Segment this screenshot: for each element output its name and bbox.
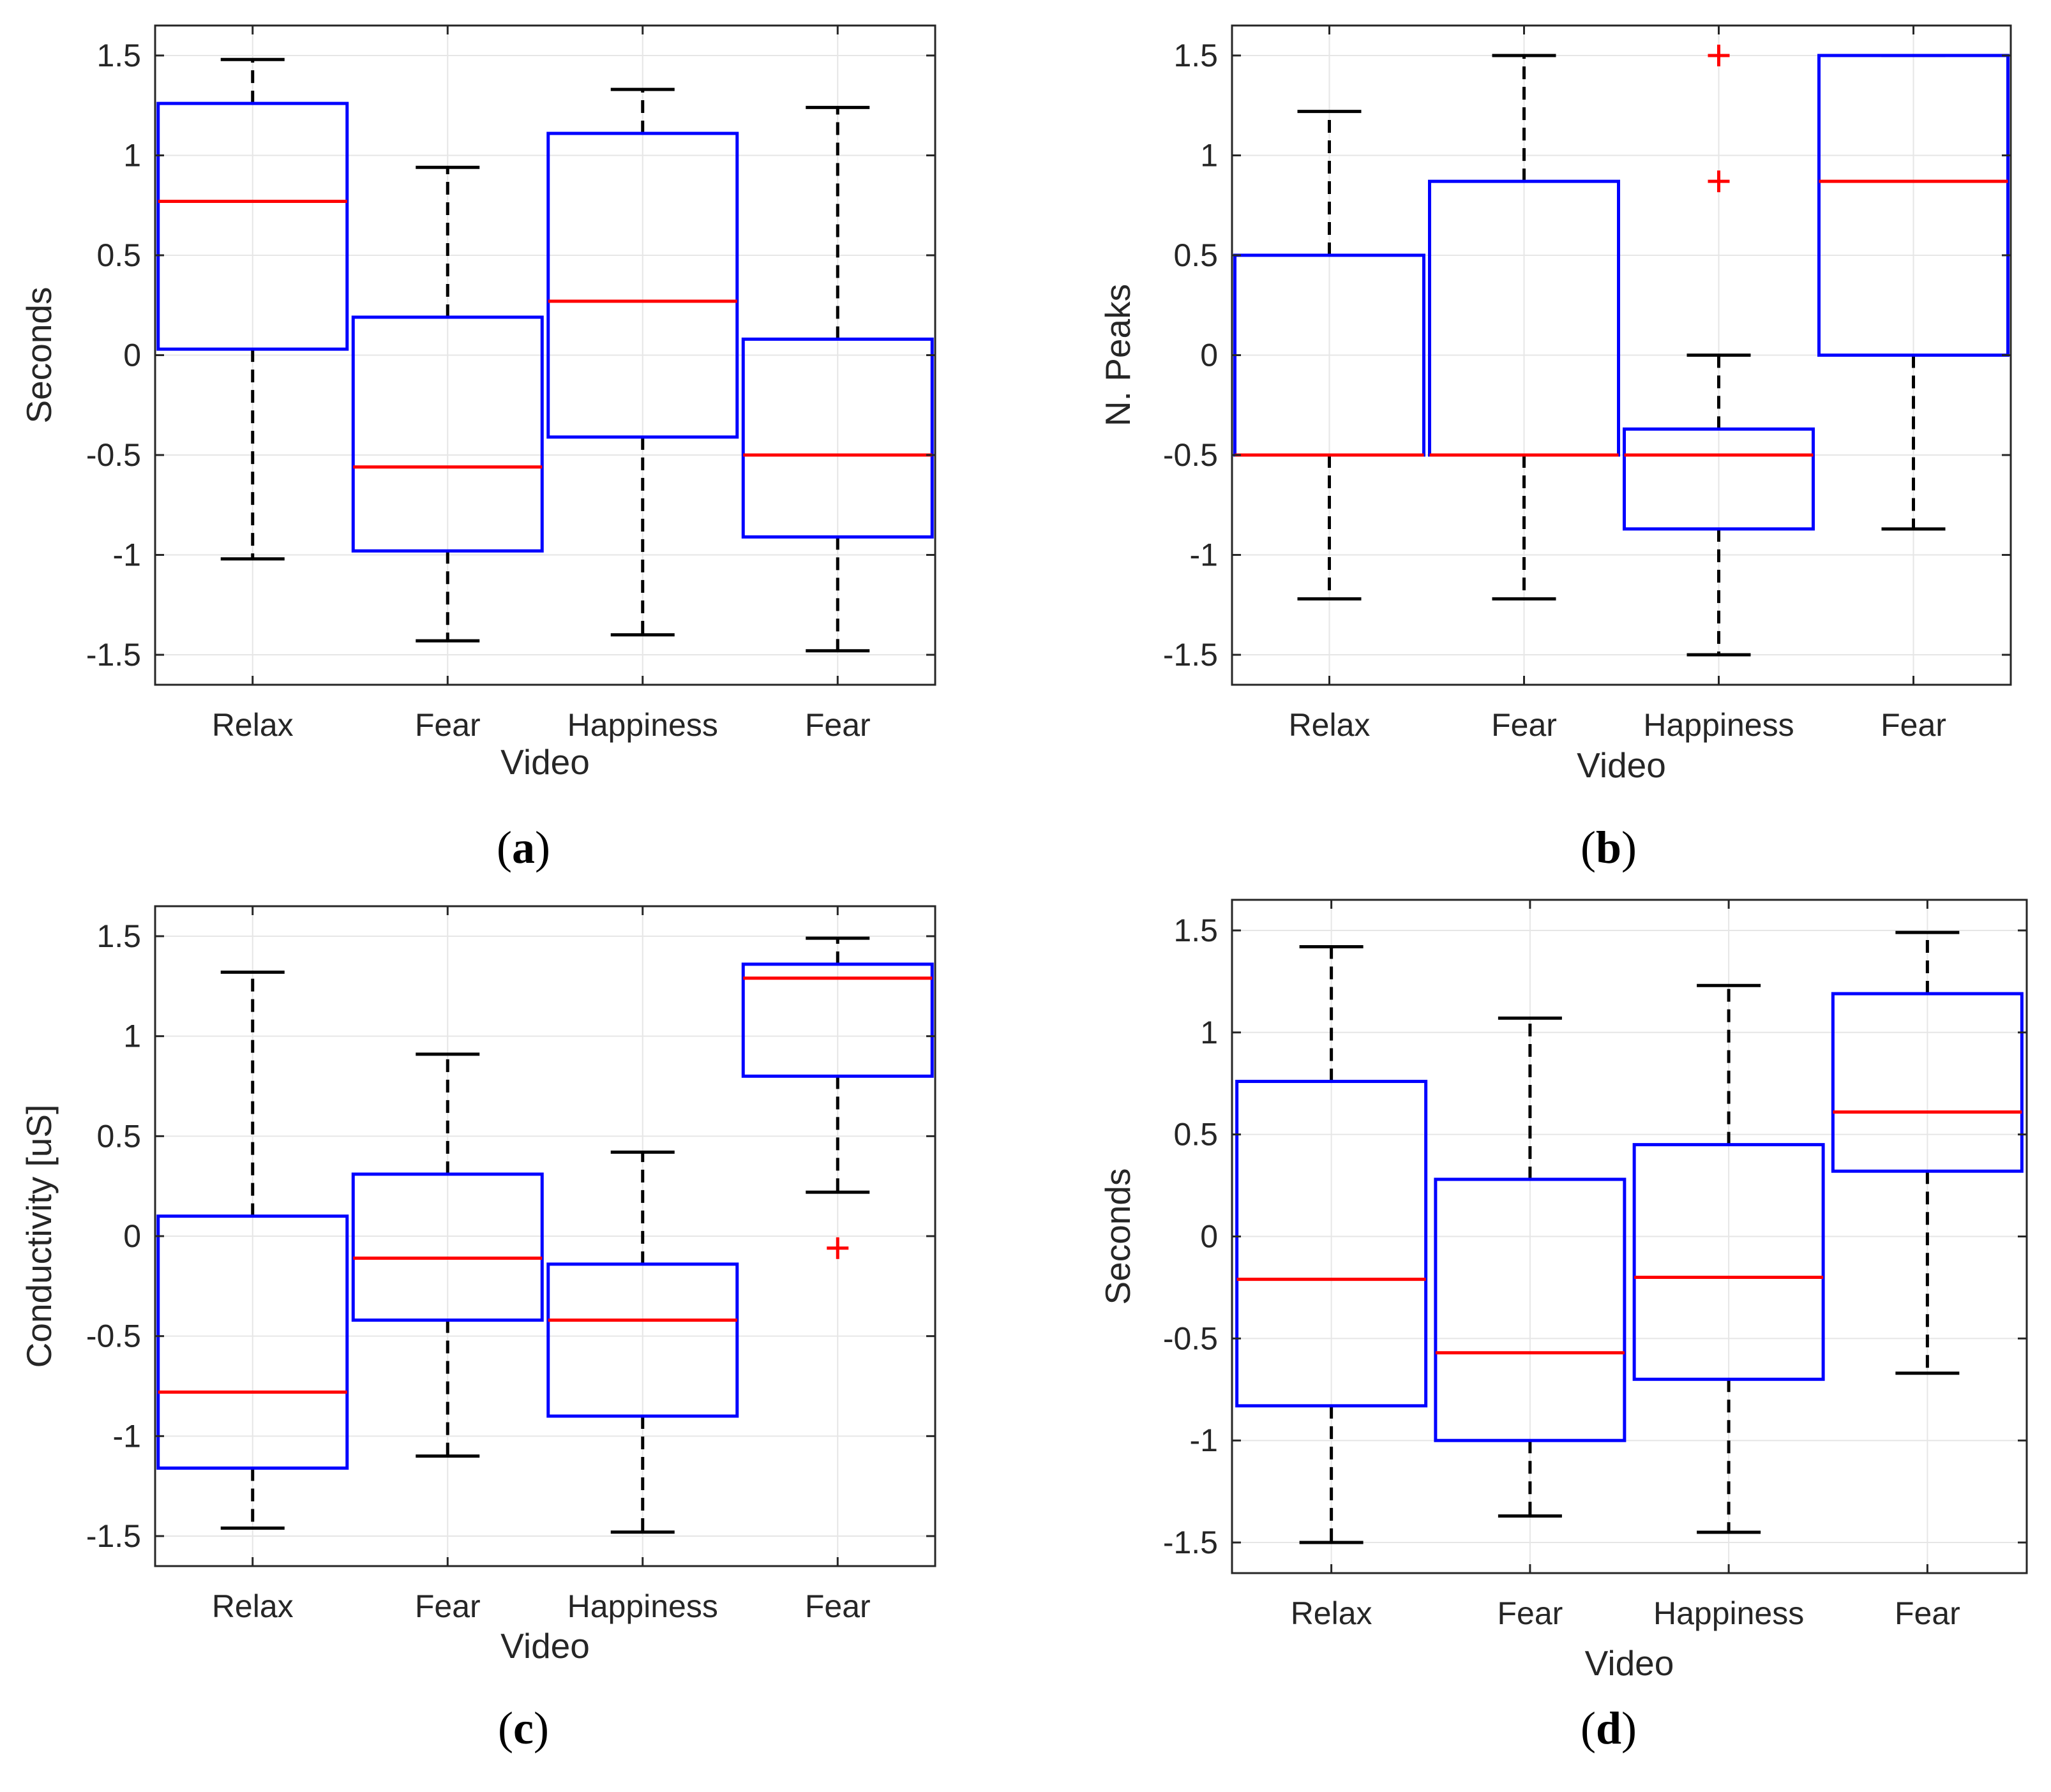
box-relax-0 bbox=[1235, 945, 1428, 1544]
x-tick-label: Fear bbox=[415, 1588, 481, 1624]
y-tick-label: 0 bbox=[1200, 1219, 1218, 1255]
x-tick-label: Happiness bbox=[567, 1588, 718, 1624]
iqr-box bbox=[156, 1214, 349, 1470]
x-tick-label: Fear bbox=[1881, 707, 1946, 743]
y-tick-label: 1.5 bbox=[1173, 913, 1218, 948]
x-tick-label: Relax bbox=[1291, 1595, 1372, 1631]
iqr-box bbox=[351, 1172, 544, 1322]
y-tick-label: 0 bbox=[123, 338, 141, 373]
x-tick-label: Happiness bbox=[567, 707, 718, 743]
panel-label: (a) bbox=[497, 822, 550, 873]
y-tick-label: -1.5 bbox=[1163, 1525, 1218, 1560]
iqr-box bbox=[1632, 1143, 1825, 1381]
x-tick-label: Fear bbox=[805, 707, 871, 743]
chart-panel-d: -1.5 -1 -0.5 0 0.5 1 1.5 Relax Fear Happiness Fear… bbox=[1098, 899, 2028, 1754]
y-axis-label: N. Peaks bbox=[1098, 284, 1138, 426]
y-tick-label: -1 bbox=[1190, 537, 1218, 573]
x-tick-label: Relax bbox=[1289, 707, 1371, 743]
x-tick-label: Relax bbox=[212, 707, 294, 743]
box-fear-1 bbox=[1434, 1016, 1627, 1518]
iqr-box bbox=[1623, 427, 1815, 531]
iqr-box bbox=[1831, 992, 2024, 1173]
box-fear-3 bbox=[741, 936, 934, 1259]
y-tick-label: -1 bbox=[113, 537, 141, 573]
box-fear-3 bbox=[1831, 930, 2024, 1375]
x-axis-label: Video bbox=[1585, 1643, 1674, 1683]
iqr-box bbox=[1434, 1177, 1627, 1442]
iqr-box bbox=[351, 315, 544, 553]
y-tick-label: 1 bbox=[123, 137, 141, 173]
x-tick-label: Fear bbox=[805, 1588, 871, 1624]
box-fear-1 bbox=[351, 165, 544, 643]
iqr-box bbox=[546, 1262, 739, 1418]
outlier-marker bbox=[827, 1237, 849, 1259]
panel-label: (b) bbox=[1581, 822, 1637, 873]
y-axis-label: Conductivity [uS] bbox=[19, 1105, 59, 1368]
x-tick-label: Fear bbox=[1491, 707, 1557, 743]
y-tick-label: 0.5 bbox=[96, 237, 141, 273]
iqr-box bbox=[741, 337, 934, 539]
y-axis-label: Seconds bbox=[1098, 1168, 1138, 1304]
x-axis-label: Video bbox=[500, 742, 590, 782]
iqr-box bbox=[156, 101, 349, 351]
panel-label: (c) bbox=[498, 1703, 549, 1754]
y-tick-label: -1.5 bbox=[1163, 637, 1218, 673]
box-fear-3 bbox=[1817, 54, 2010, 531]
y-tick-label: 1.5 bbox=[1173, 38, 1218, 73]
y-tick-label: -1.5 bbox=[86, 1518, 141, 1554]
x-tick-label: Relax bbox=[212, 1588, 294, 1624]
chart-panel-c: -1.5 -1 -0.5 0 0.5 1 1.5 Relax Fear Happiness Fear… bbox=[19, 905, 936, 1754]
iqr-box bbox=[1817, 54, 2010, 357]
y-tick-label: -0.5 bbox=[1163, 437, 1218, 473]
y-tick-label: -1 bbox=[113, 1418, 141, 1454]
y-axis-label: Seconds bbox=[19, 287, 59, 423]
x-axis-label: Video bbox=[1577, 745, 1666, 785]
y-tick-label: 1.5 bbox=[96, 38, 141, 73]
y-tick-label: -0.5 bbox=[86, 1318, 141, 1354]
x-tick-label: Happiness bbox=[1653, 1595, 1804, 1631]
box-fear-1 bbox=[351, 1052, 544, 1458]
outlier-marker bbox=[1708, 170, 1730, 193]
y-tick-label: 1 bbox=[1200, 137, 1218, 173]
y-tick-label: 1 bbox=[123, 1019, 141, 1054]
chart-panel-b: -1.5 -1 -0.5 0 0.5 1 1.5 Relax Fear Happiness Fear… bbox=[1098, 24, 2012, 873]
y-tick-label: 1 bbox=[1200, 1015, 1218, 1050]
y-tick-label: -0.5 bbox=[86, 437, 141, 473]
y-tick-label: -0.5 bbox=[1163, 1320, 1218, 1356]
x-tick-label: Fear bbox=[1497, 1595, 1563, 1631]
box-relax-0 bbox=[156, 970, 349, 1530]
x-tick-label: Fear bbox=[415, 707, 481, 743]
y-tick-label: 0.5 bbox=[1173, 1117, 1218, 1153]
y-tick-label: -1.5 bbox=[86, 637, 141, 673]
box-happiness-2 bbox=[546, 87, 739, 637]
iqr-box bbox=[1235, 1080, 1428, 1408]
panel-label: (d) bbox=[1581, 1703, 1637, 1754]
y-tick-label: 0.5 bbox=[1173, 237, 1218, 273]
y-tick-label: -1 bbox=[1190, 1422, 1218, 1458]
x-axis-label: Video bbox=[500, 1626, 590, 1666]
y-tick-label: 0 bbox=[123, 1218, 141, 1254]
y-tick-label: 1.5 bbox=[96, 918, 141, 954]
box-happiness-2 bbox=[1623, 44, 1815, 657]
y-tick-label: 0.5 bbox=[96, 1118, 141, 1154]
box-fear-1 bbox=[1428, 54, 1620, 601]
box-happiness-2 bbox=[546, 1150, 739, 1534]
x-tick-label: Fear bbox=[1895, 1595, 1960, 1631]
y-tick-label: 0 bbox=[1200, 338, 1218, 373]
box-relax-0 bbox=[156, 57, 349, 561]
outlier-marker bbox=[1708, 44, 1730, 66]
box-fear-3 bbox=[741, 105, 934, 653]
iqr-box bbox=[546, 131, 739, 439]
iqr-box bbox=[741, 962, 934, 1078]
chart-panel-a: -1.5 -1 -0.5 0 0.5 1 1.5 Relax Fear Happiness Fear… bbox=[19, 24, 936, 873]
box-happiness-2 bbox=[1632, 983, 1825, 1534]
x-tick-label: Happiness bbox=[1643, 707, 1794, 743]
